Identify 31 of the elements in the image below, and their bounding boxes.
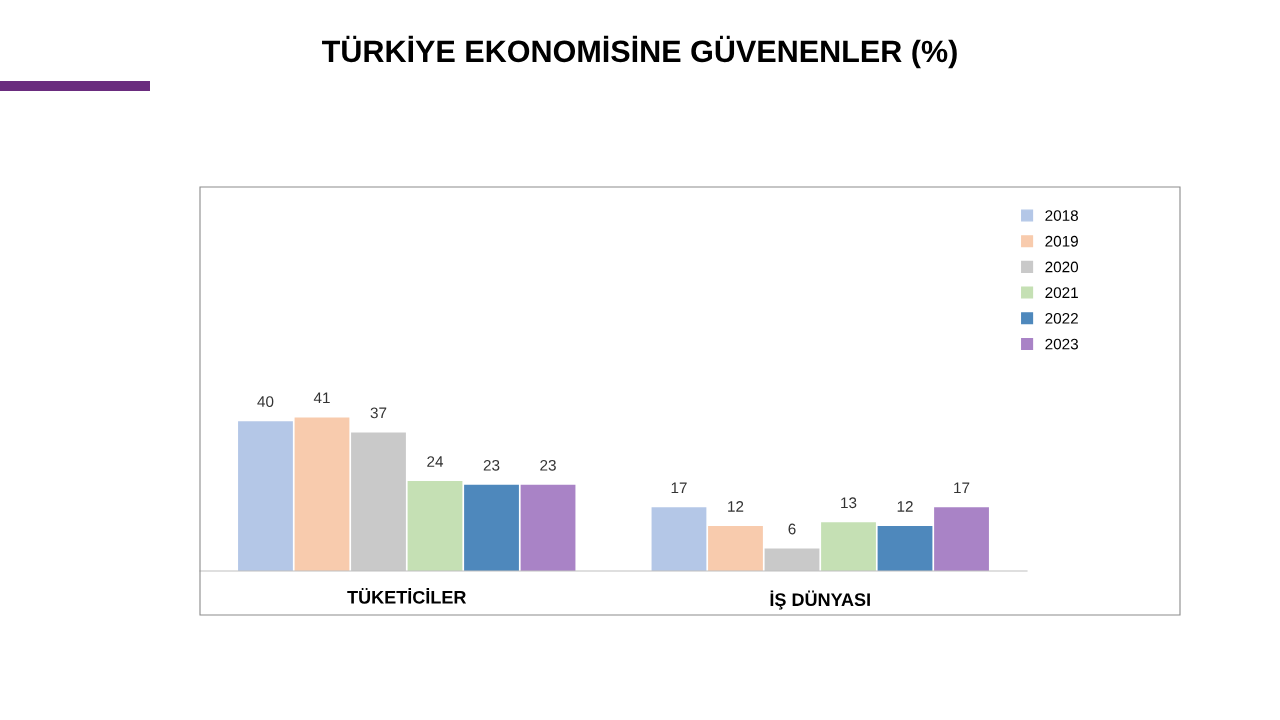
bar <box>407 481 463 571</box>
data-label: 23 <box>540 459 556 471</box>
bar <box>651 507 707 571</box>
chart-title: TÜRKİYE EKONOMİSİNE GÜVENENLER (%) <box>322 35 957 69</box>
bar <box>238 421 293 571</box>
data-label: 24 <box>427 456 444 467</box>
data-label: 37 <box>370 407 387 419</box>
data-label: 23 <box>483 459 500 471</box>
legend-label: 2022 <box>1045 312 1078 324</box>
bar <box>464 484 519 571</box>
legend-label: 2021 <box>1045 287 1078 299</box>
legend-label: 2020 <box>1045 261 1079 273</box>
bar <box>877 526 933 571</box>
data-label: 12 <box>728 501 744 512</box>
data-label: 6 <box>788 523 796 535</box>
data-label: 12 <box>897 501 913 512</box>
x-tick-label: İŞ DÜNYASI <box>770 590 870 610</box>
x-tick-label: TÜKETİCİLER <box>347 588 467 604</box>
bar <box>934 507 989 571</box>
bar <box>821 522 876 571</box>
legend-label: 2019 <box>1045 235 1078 247</box>
bar <box>708 526 763 571</box>
bar <box>520 484 576 571</box>
data-label: 40 <box>257 396 274 408</box>
data-label: 17 <box>671 482 687 494</box>
legend-label: 2018 <box>1045 210 1078 221</box>
data-label: 41 <box>313 392 330 404</box>
data-label: 13 <box>841 497 857 509</box>
legend-label: 2023 <box>1045 338 1078 350</box>
bar <box>294 417 350 571</box>
data-label: 17 <box>954 482 970 494</box>
